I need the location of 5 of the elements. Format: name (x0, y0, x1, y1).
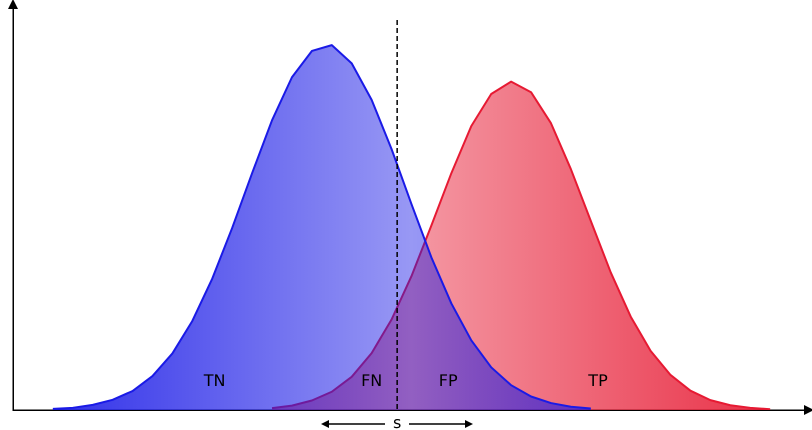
annotation: TN (202, 371, 226, 390)
annotation: FP (438, 371, 458, 390)
annotation: FN (361, 371, 382, 390)
annotation: TP (587, 371, 608, 390)
text: s (392, 413, 402, 430)
